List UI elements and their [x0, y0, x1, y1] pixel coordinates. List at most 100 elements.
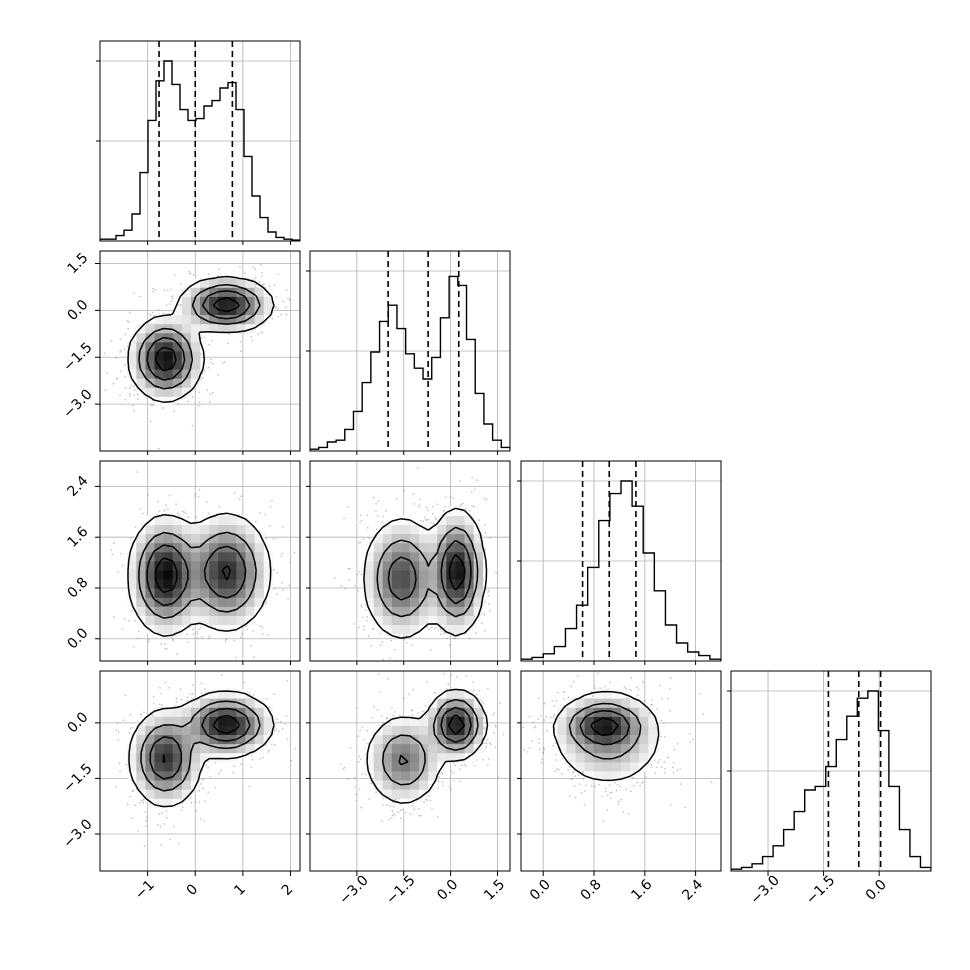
density-cell: [245, 579, 255, 589]
density-cell: [209, 314, 219, 325]
density-cell: [382, 533, 393, 544]
density-cell: [163, 707, 174, 717]
density-cell: [391, 789, 402, 799]
density-cell: [391, 606, 402, 616]
x-tick-label: 2.4: [679, 877, 706, 904]
density-cell: [172, 798, 183, 808]
density-cell: [218, 323, 228, 334]
density-cell: [437, 515, 447, 526]
density-cell: [245, 323, 255, 334]
y-tick-label: 1.5: [64, 250, 91, 277]
density-cell: [446, 615, 456, 626]
density-cell: [154, 561, 165, 571]
density-cell: [163, 369, 174, 379]
density-cell: [218, 716, 228, 726]
density-cell: [154, 551, 165, 562]
density-cell: [145, 734, 155, 745]
density-cell: [200, 588, 210, 598]
density-cell: [172, 615, 183, 626]
density-cell: [630, 716, 640, 726]
density-cell: [611, 698, 622, 708]
density-cell: [163, 597, 174, 607]
hist-frame-3: [730, 670, 932, 872]
density-cell: [419, 570, 429, 580]
density-cell: [263, 561, 274, 571]
x-tick-label: 1.6: [628, 877, 655, 904]
density-cell: [575, 734, 586, 745]
density-cell: [455, 752, 465, 763]
density-cell: [373, 588, 384, 598]
density-cell: [400, 789, 411, 799]
density-cell: [602, 689, 613, 699]
density-cell: [419, 734, 429, 745]
density-cell: [455, 588, 465, 598]
density-cell: [428, 771, 438, 781]
density-cell: [464, 734, 475, 745]
pair-panel-0-3: [99, 670, 301, 872]
density-cell: [181, 615, 192, 626]
density-cell: [473, 716, 484, 726]
density-cell: [172, 551, 183, 562]
density-cell: [648, 716, 658, 726]
density-cell: [190, 725, 201, 736]
density-cell: [245, 743, 255, 754]
density-cell: [245, 314, 255, 325]
density-cell: [575, 698, 586, 708]
density-cell: [455, 515, 465, 526]
density-cell: [200, 561, 210, 571]
density-cell: [136, 533, 146, 544]
density-cell: [236, 588, 246, 598]
density-cell: [181, 314, 192, 325]
density-cell: [154, 314, 165, 325]
density-cell: [172, 588, 183, 598]
density-cell: [209, 524, 219, 535]
density-cell: [236, 278, 246, 288]
density-cell: [181, 305, 192, 316]
density-cell: [373, 551, 384, 562]
density-cell: [455, 561, 465, 571]
density-cell: [464, 752, 475, 763]
density-cell: [245, 606, 255, 616]
density-cell: [209, 533, 219, 544]
density-cell: [455, 542, 465, 553]
density-cell: [163, 515, 174, 526]
density-cell: [218, 533, 228, 544]
density-cell: [373, 542, 384, 553]
density-cell: [464, 689, 475, 699]
contour-level-0: [127, 512, 272, 637]
density-cell: [575, 761, 586, 772]
density-cell: [200, 716, 210, 726]
density-cell: [630, 725, 640, 736]
density-cell: [602, 734, 613, 745]
density-cell: [263, 570, 274, 580]
density-cell: [419, 743, 429, 754]
density-cell: [154, 378, 165, 388]
density-cell: [136, 378, 146, 388]
density-cell: [227, 698, 237, 708]
density-cell: [410, 743, 420, 754]
x-tick-label: −1.5: [383, 872, 418, 907]
density-cell: [245, 542, 255, 553]
density-cell: [190, 369, 201, 379]
density-cell: [200, 551, 210, 562]
density-cell: [236, 287, 246, 297]
density-cell: [584, 752, 595, 763]
density-cell: [136, 780, 146, 790]
density-cell: [154, 789, 165, 799]
density-cell: [593, 734, 604, 745]
density-cell: [575, 743, 586, 754]
density-cell: [127, 761, 137, 772]
pair-frame-2-3: [520, 670, 722, 872]
density-cell: [245, 305, 255, 316]
density-cell: [410, 716, 420, 726]
x-tick-label: 1: [231, 881, 249, 899]
density-cell: [200, 698, 210, 708]
density-cell: [400, 761, 411, 772]
density-cell: [382, 752, 393, 763]
density-cell: [437, 752, 447, 763]
density-cell: [410, 588, 420, 598]
density-cell: [455, 698, 465, 708]
density-cell: [446, 515, 456, 526]
density-cell: [245, 278, 255, 288]
density-cell: [602, 752, 613, 763]
